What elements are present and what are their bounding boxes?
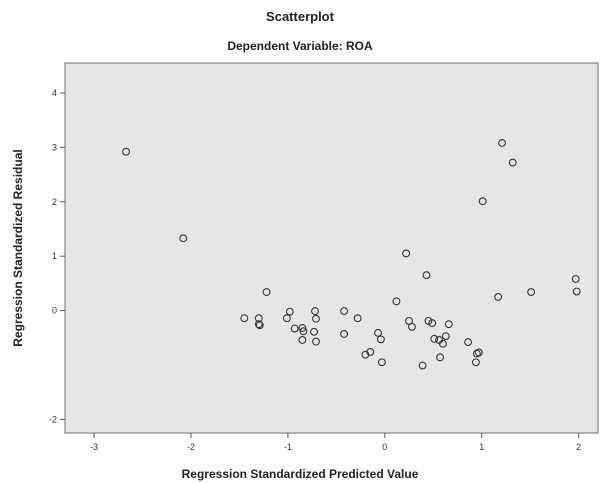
data-points — [122, 139, 581, 370]
data-point — [436, 353, 444, 362]
data-point — [571, 275, 580, 283]
data-point — [299, 327, 308, 336]
data-point — [262, 288, 271, 297]
data-point — [471, 358, 480, 367]
data-point — [474, 348, 483, 357]
data-point — [428, 319, 437, 328]
data-point — [407, 322, 416, 331]
data-point — [255, 321, 264, 330]
x-axis-label: Regression Standardized Predicted Value — [182, 467, 419, 481]
x-tick-label: -1 — [284, 442, 292, 452]
data-point — [240, 314, 249, 323]
data-point — [179, 234, 188, 243]
data-point — [572, 287, 581, 296]
data-point — [441, 332, 450, 341]
data-point — [464, 338, 473, 347]
y-axis-label: Regression Standardized Residual — [11, 149, 25, 346]
data-point — [430, 334, 439, 343]
chart-title: Scatterplot — [266, 9, 335, 24]
data-point — [374, 328, 382, 337]
data-point — [377, 358, 386, 367]
data-point — [285, 307, 294, 316]
x-axis: -3 -2 -1 0 1 2 — [90, 433, 581, 452]
chart-subtitle: Dependent Variable: ROA — [227, 39, 373, 53]
data-point — [376, 335, 385, 344]
data-point — [527, 288, 536, 297]
x-tick-label: -2 — [187, 442, 195, 452]
data-point — [444, 320, 453, 329]
data-point — [498, 139, 507, 147]
y-tick-label: 1 — [52, 251, 57, 261]
y-tick-label: 2 — [52, 197, 57, 207]
y-tick-label: 4 — [52, 88, 57, 98]
data-point — [402, 249, 411, 258]
data-point — [298, 336, 307, 344]
y-tick-label: -2 — [49, 414, 57, 424]
data-point — [508, 158, 517, 167]
data-point — [340, 330, 349, 338]
data-point — [366, 347, 375, 356]
plot-area — [64, 62, 599, 434]
data-point — [478, 197, 487, 206]
data-point — [290, 324, 299, 333]
data-point — [438, 339, 447, 348]
y-axis: -2 0 1 2 3 4 — [49, 88, 65, 424]
data-point — [122, 147, 131, 156]
x-tick-label: 0 — [382, 442, 387, 452]
data-point — [424, 316, 433, 325]
data-point — [340, 307, 349, 316]
data-point — [472, 349, 481, 358]
data-point — [392, 297, 401, 306]
y-tick-label: 3 — [52, 142, 57, 152]
x-tick-label: -3 — [90, 442, 98, 452]
data-point — [312, 314, 320, 323]
x-tick-label: 2 — [576, 442, 581, 452]
data-point — [310, 327, 319, 336]
data-point — [312, 337, 320, 346]
x-tick-label: 1 — [479, 442, 484, 452]
y-tick-label: 0 — [52, 306, 57, 316]
data-point — [298, 324, 307, 332]
data-point — [418, 361, 427, 370]
data-point — [282, 314, 291, 323]
data-point — [311, 307, 319, 316]
data-point — [422, 271, 431, 280]
data-point — [353, 314, 362, 323]
data-point — [254, 320, 263, 329]
data-point — [494, 293, 503, 301]
